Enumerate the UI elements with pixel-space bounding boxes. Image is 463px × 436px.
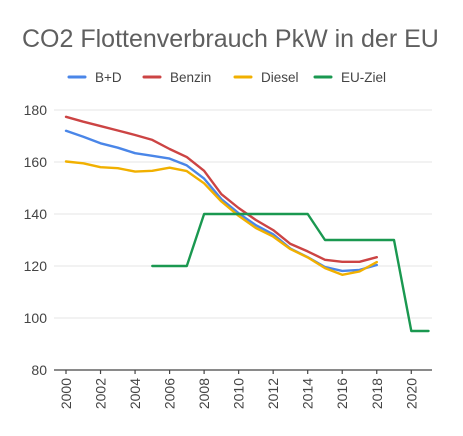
legend-label: EU-Ziel (341, 70, 386, 85)
x-tick-label: 2014 (300, 378, 316, 409)
x-tick-label: 2008 (196, 378, 212, 409)
x-tick-label: 2012 (265, 378, 281, 409)
y-tick-label: 80 (31, 362, 47, 378)
legend-label: Benzin (170, 70, 211, 85)
legend-item: Diesel (233, 70, 299, 85)
legend: B+D Benzin Diesel EU-Ziel (67, 70, 386, 85)
x-tick-label: 2018 (369, 378, 385, 409)
x-tick-label: 2016 (334, 378, 350, 409)
y-tick-label: 120 (24, 258, 48, 274)
x-tick-label: 2004 (127, 378, 143, 409)
series-line-3 (64, 160, 378, 276)
x-tick-label: 2000 (58, 378, 74, 409)
series-line-2 (64, 115, 378, 263)
x-tick-label: 2020 (403, 378, 419, 409)
x-axis-ticks: 2000 2002 2004 2006 2008 2010 2012 2014 2016 2018… (58, 370, 419, 409)
x-tick-label: 2002 (93, 378, 109, 409)
y-tick-label: 180 (24, 102, 48, 118)
x-tick-label: 2010 (231, 378, 247, 409)
y-tick-label: 160 (24, 154, 48, 170)
legend-label: Diesel (261, 70, 299, 85)
y-axis-ticks: 80 100 120 140 160 180 (24, 102, 48, 378)
legend-label: B+D (95, 70, 122, 85)
x-tick-label: 2006 (162, 378, 178, 409)
plot-lines (64, 115, 430, 333)
legend-item: EU-Ziel (313, 70, 386, 85)
legend-item: Benzin (142, 70, 211, 85)
series-2 (64, 115, 378, 263)
chart-title: CO2 Flottenverbrauch PkW in der EU (22, 25, 439, 53)
series-line-4 (151, 212, 430, 333)
series-3 (64, 160, 378, 276)
y-tick-label: 140 (24, 206, 48, 222)
legend-item: B+D (67, 70, 122, 85)
series-4 (151, 212, 430, 333)
y-tick-label: 100 (24, 310, 48, 326)
